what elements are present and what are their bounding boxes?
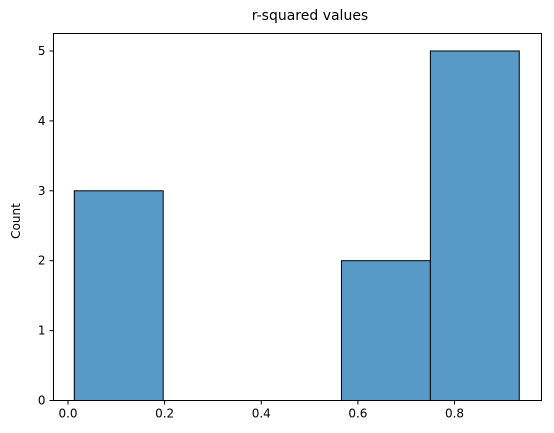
y-tick-label: 5 bbox=[38, 44, 46, 58]
y-tick-label: 0 bbox=[38, 394, 46, 408]
x-tick-label: 0.8 bbox=[445, 407, 464, 421]
y-tick-label: 3 bbox=[38, 184, 46, 198]
chart-title: r-squared values bbox=[252, 8, 368, 24]
y-axis-ticks: 0 1 2 3 4 5 bbox=[38, 44, 54, 408]
x-tick-label: 0.2 bbox=[155, 407, 174, 421]
plot-frame bbox=[53, 33, 542, 401]
y-tick-label: 1 bbox=[38, 324, 46, 338]
histogram-bar-4 bbox=[429, 50, 520, 401]
bars-group bbox=[73, 50, 520, 402]
y-axis-label: Count bbox=[9, 203, 23, 239]
x-tick-label: 0.0 bbox=[58, 407, 77, 421]
y-tick-label: 2 bbox=[38, 254, 46, 268]
y-tick-label: 4 bbox=[38, 114, 46, 128]
histogram-bar-0 bbox=[73, 190, 164, 401]
x-tick-label: 0.4 bbox=[252, 407, 271, 421]
x-tick-label: 0.6 bbox=[348, 407, 367, 421]
x-axis-ticks: 0.0 0.2 0.4 0.6 0.8 bbox=[58, 400, 464, 421]
histogram-bar-3 bbox=[340, 260, 431, 402]
